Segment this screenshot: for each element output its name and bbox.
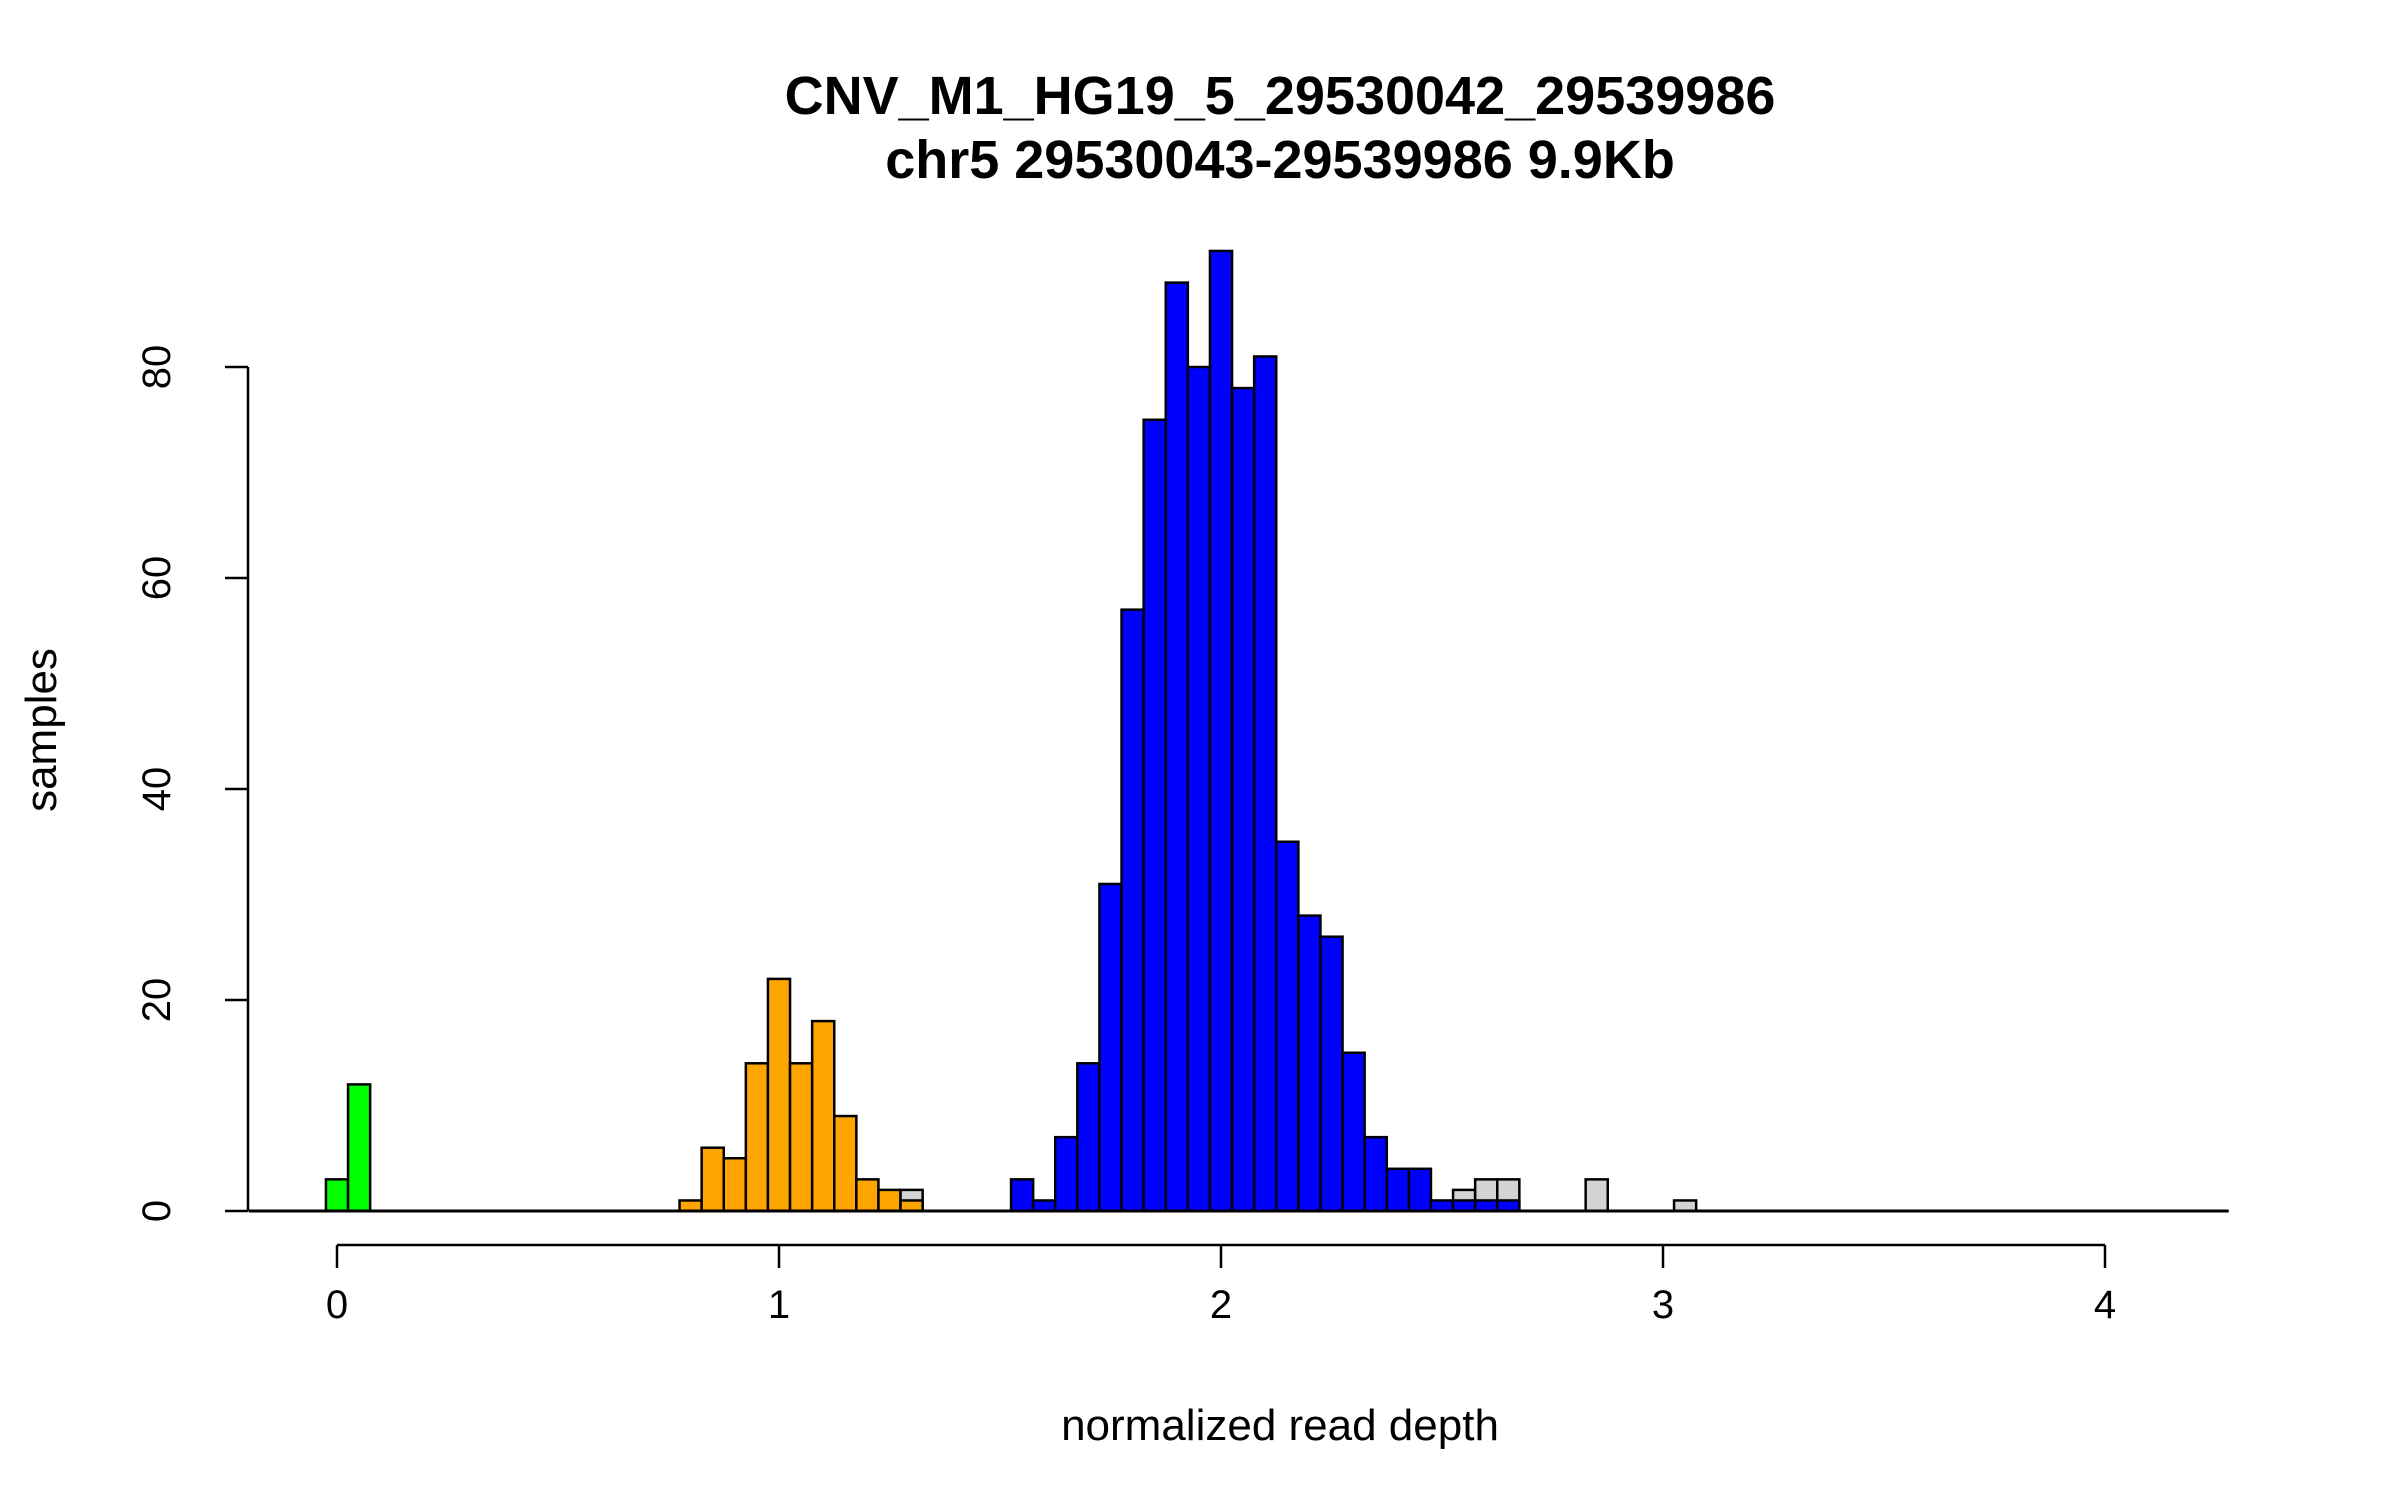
histogram-bar — [1164, 281, 1190, 1213]
y-axis: 0 20 40 60 80 — [135, 345, 250, 1222]
y-tick-label: 80 — [135, 345, 179, 390]
histogram-bar — [1407, 1167, 1433, 1213]
y-axis-label: samples — [17, 648, 66, 812]
histogram-bar — [877, 1188, 902, 1213]
x-tick-label: 2 — [1210, 1283, 1232, 1327]
histogram-bar — [1429, 1199, 1455, 1213]
histogram-bar — [324, 1178, 350, 1213]
chart-subtitle: chr5 29530043-29539986 9.9Kb — [885, 130, 1675, 190]
histogram-bar — [1054, 1135, 1079, 1213]
histogram-bars — [324, 249, 1698, 1213]
histogram-bar — [1297, 914, 1322, 1213]
histogram-bar — [1076, 1062, 1101, 1213]
histogram-bar — [722, 1157, 748, 1213]
histogram-bar — [1473, 1199, 1499, 1213]
histogram-bar — [1275, 840, 1300, 1213]
histogram-bar — [1186, 365, 1212, 1213]
histogram-bar — [1142, 418, 1168, 1213]
y-tick-label: 20 — [135, 978, 179, 1023]
histogram-bar — [700, 1146, 726, 1213]
histogram-bar — [744, 1062, 770, 1213]
histogram-bar — [678, 1199, 703, 1213]
histogram-bar — [1031, 1199, 1057, 1213]
histogram-bar — [766, 977, 792, 1213]
histogram-bar — [1098, 882, 1123, 1213]
histogram-bar — [1341, 1051, 1366, 1213]
histogram-bar — [1363, 1135, 1389, 1213]
histogram-bar — [1584, 1178, 1610, 1213]
histogram-bar — [899, 1199, 924, 1213]
y-tick-label: 0 — [135, 1200, 179, 1222]
x-tick-label: 0 — [326, 1283, 348, 1327]
histogram-bar — [788, 1062, 814, 1213]
x-tick-label: 3 — [1652, 1283, 1674, 1327]
histogram-bar — [1230, 386, 1256, 1213]
histogram-bar — [1208, 249, 1234, 1213]
histogram-bar — [1672, 1199, 1698, 1213]
x-tick-label: 1 — [768, 1283, 790, 1327]
y-tick-label: 60 — [135, 556, 179, 601]
histogram-bar — [833, 1114, 858, 1213]
histogram-bar — [1385, 1167, 1411, 1213]
x-axis-label: normalized read depth — [1061, 1401, 1499, 1450]
histogram-bar — [855, 1178, 880, 1213]
x-axis: 0 1 2 3 4 — [326, 1243, 2116, 1327]
x-tick-label: 4 — [2094, 1283, 2116, 1327]
histogram-bar — [1252, 355, 1278, 1213]
histogram-bar — [1496, 1199, 1521, 1213]
histogram-bar — [810, 1019, 836, 1213]
y-tick-label: 40 — [135, 767, 179, 812]
histogram-bar — [1009, 1178, 1035, 1213]
histogram-bar — [1120, 608, 1145, 1213]
histogram-bar — [1319, 935, 1344, 1213]
chart-title: CNV_M1_HG19_5_29530042_29539986 — [785, 66, 1776, 126]
histogram-bar — [346, 1083, 372, 1213]
histogram-bar — [1451, 1199, 1477, 1213]
